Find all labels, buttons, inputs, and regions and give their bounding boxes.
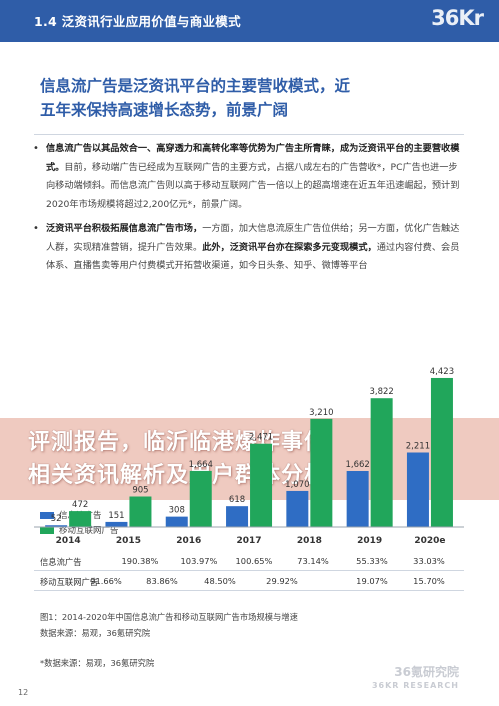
banner-line-2: 相关资讯解析及用户群体分析 [28, 463, 328, 488]
data-label: 472 [72, 500, 88, 510]
bar-feed-ads-2020e [406, 452, 429, 527]
data-source: 数据来源：易观，36氪研究院 [40, 628, 151, 638]
bullet-icon: • [33, 223, 39, 234]
research-watermark: 36氪研究院 36KR RESEARCH [372, 666, 459, 692]
bar-mobile-ads-2020e [430, 377, 453, 527]
data-label: 905 [132, 486, 148, 496]
growth-row-label: 移动互联网广告 [40, 577, 99, 587]
growth-row-feed-ads: 信息流广告 190.38% 103.97% 100.65% 73.14% 55.… [34, 551, 464, 571]
bar-feed-ads-2016 [165, 516, 188, 527]
x-tick-label: 2019 [357, 536, 382, 546]
page-number: 12 [18, 688, 29, 697]
data-label: 3,822 [369, 387, 393, 397]
growth-cell: 100.65% [235, 556, 273, 566]
legend-label-mobile-ads: 移动互联网广告 [59, 526, 119, 536]
data-label: 618 [229, 495, 245, 505]
x-tick-label: 2015 [116, 536, 141, 546]
bar-mobile-ads-2017 [250, 443, 273, 527]
growth-cell: 15.70% [413, 576, 445, 586]
data-label: 1,664 [189, 460, 213, 470]
data-label: 3,210 [309, 408, 333, 418]
paragraph-2-text: 一方面，加大信息流原生广告位供给；另一方面，优化广告触达人群，实现精准营销，提升… [46, 223, 460, 253]
data-label: 1,662 [345, 460, 369, 470]
watermark-en: 36KR RESEARCH [371, 681, 459, 690]
growth-cell: 83.86% [146, 576, 178, 586]
bar-mobile-ads-2015 [129, 496, 152, 527]
x-tick-label: 2014 [56, 536, 81, 546]
paragraph-2-text-2: 通过内容付费、会员体系、直播售卖等用户付费模式开拓营收渠道，如今日头条、知乎、微… [46, 241, 460, 272]
bar-mobile-ads-2019 [370, 398, 393, 527]
bar-mobile-ads-2016 [189, 470, 212, 527]
headline-line-1: 信息流广告是泛资讯平台的主要营收模式，近 [40, 77, 351, 95]
growth-cell: 19.07% [356, 576, 388, 586]
bar-feed-ads-2014 [45, 525, 68, 527]
data-label: 4,423 [430, 367, 454, 377]
growth-cell: 190.38% [121, 556, 159, 566]
data-label: 52 [51, 514, 62, 524]
data-label: 2,471 [249, 433, 273, 443]
bar-feed-ads-2017 [226, 506, 249, 527]
growth-cell: 103.97% [180, 556, 218, 566]
growth-cell: 33.03% [413, 556, 445, 566]
growth-row-mobile-ads: 移动互联网广告 91.66% 83.86% 48.50% 29.92% 19.0… [34, 571, 464, 591]
legend-item-mobile-ads: 移动互联网广告 [40, 524, 119, 536]
growth-cell: 91.66% [90, 576, 122, 586]
paragraph-2-bold-2: 此外，泛资讯平台亦在探索多元变现模式， [202, 241, 377, 253]
data-label: 1,070 [285, 480, 309, 490]
page-headline: 信息流广告是泛资讯平台的主要营收模式，近 五年来保持高速增长态势，前景广阔 [40, 74, 470, 122]
x-tick-label: 2017 [237, 536, 262, 546]
brand-logo: 36Kr [431, 6, 484, 30]
x-tick-label: 2020e [414, 536, 445, 546]
growth-cell: 55.33% [356, 556, 388, 566]
bar-mobile-ads-2014 [69, 511, 92, 527]
banner-line-1: 评测报告，临沂临港爆炸事件 [28, 430, 328, 455]
bar-mobile-ads-2018 [310, 418, 333, 527]
legend-swatch-mobile-ads [40, 526, 54, 534]
growth-row-label: 信息流广告 [40, 557, 82, 567]
paragraph-1-bold: 信息流广告以其品效合一、高穿透力和高转化率等优势为广告主所青睐，成为泛资讯平台的… [46, 143, 460, 173]
headline-divider [34, 134, 464, 135]
paragraph-1: • 信息流广告以其品效合一、高穿透力和高转化率等优势为广告主所青睐，成为泛资讯平… [33, 140, 464, 214]
x-tick-label: 2016 [176, 536, 201, 546]
growth-cell: 73.14% [297, 556, 329, 566]
data-source-note: *数据来源：易观，36氪研究院 [40, 658, 155, 668]
growth-cell: 29.92% [266, 576, 298, 586]
headline-line-2: 五年来保持高速增长态势，前景广阔 [40, 101, 289, 119]
paragraph-1-text: 目前，移动端广告已经成为互联网广告的主要方式，占据八成左右的广告营收*，PC广告… [46, 161, 460, 210]
bar-feed-ads-2019 [346, 470, 369, 527]
data-label: 2,211 [406, 441, 430, 451]
data-label: 151 [108, 511, 124, 521]
header-bar: 1.4 泛资讯行业应用价值与商业模式 36Kr [0, 0, 499, 42]
figure-caption: 图1：2014-2020年中国信息流广告和移动互联网广告市场规模与增速 [40, 612, 298, 622]
x-tick-label: 2018 [297, 536, 322, 546]
bar-feed-ads-2018 [286, 490, 309, 527]
paragraph-2-bold: 泛资讯平台积极拓展信息流广告市场， [46, 223, 203, 234]
legend-swatch-feed-ads [40, 511, 54, 519]
growth-cell: 48.50% [204, 576, 236, 586]
paragraph-2: • 泛资讯平台积极拓展信息流广告市场，一方面，加大信息流原生广告位供给；另一方面… [33, 220, 464, 276]
bar-feed-ads-2015 [105, 521, 128, 527]
section-title: 1.4 泛资讯行业应用价值与商业模式 [34, 14, 241, 29]
bullet-icon: • [33, 143, 39, 154]
data-label: 308 [169, 506, 185, 516]
watermark-cn: 36氪研究院 [394, 665, 459, 679]
